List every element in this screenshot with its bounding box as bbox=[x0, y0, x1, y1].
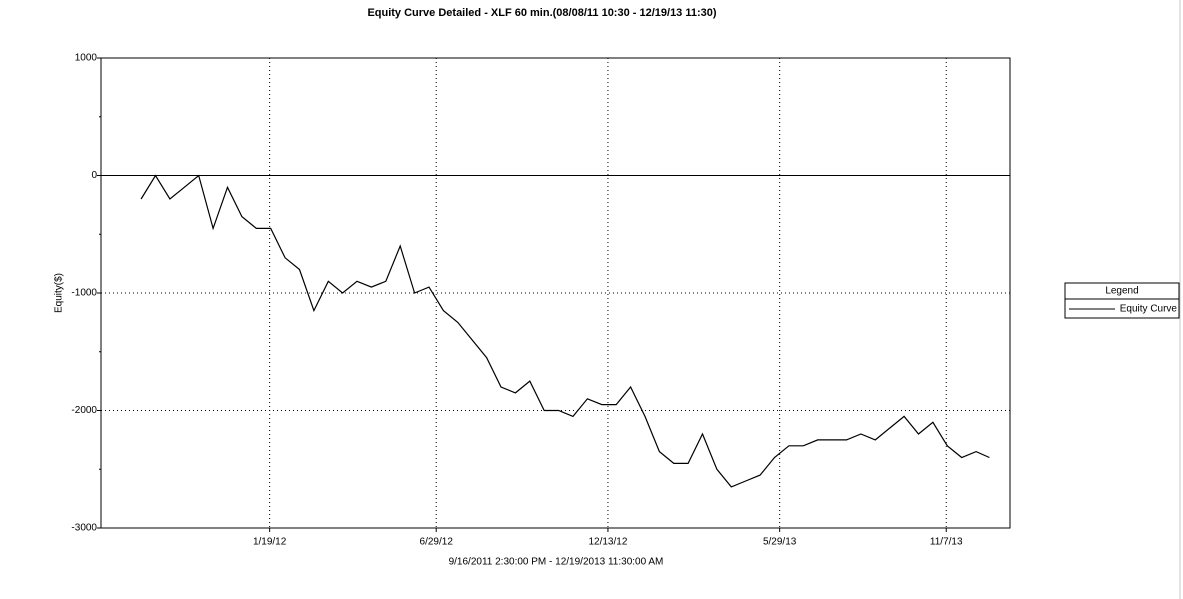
y-tick-label: -3000 bbox=[71, 523, 97, 534]
chart-title: Equity Curve Detailed - XLF 60 min.(08/0… bbox=[367, 7, 716, 19]
x-tick-label: 1/19/12 bbox=[253, 537, 287, 548]
x-tick-label: 5/29/13 bbox=[763, 537, 797, 548]
equity-line bbox=[140, 174, 990, 488]
legend-box bbox=[1064, 282, 1180, 319]
x-tick-label: 6/29/12 bbox=[420, 537, 454, 548]
plot-frame bbox=[100, 57, 1011, 529]
y-tick-label: -2000 bbox=[71, 405, 97, 416]
legend-title: Legend bbox=[1105, 286, 1138, 297]
y-tick-label: -1000 bbox=[71, 288, 97, 299]
x-tick-label: 12/13/12 bbox=[588, 537, 627, 548]
legend-label: Equity Curve bbox=[1120, 304, 1178, 315]
y-axis-label: Equity($) bbox=[54, 273, 65, 313]
x-tick-label: 11/7/13 bbox=[930, 537, 963, 548]
y-tick-label: 0 bbox=[91, 170, 97, 181]
x-axis-label: 9/16/2011 2:30:00 PM - 12/19/2013 11:30:… bbox=[449, 557, 664, 568]
y-tick-label: 1000 bbox=[75, 53, 98, 64]
